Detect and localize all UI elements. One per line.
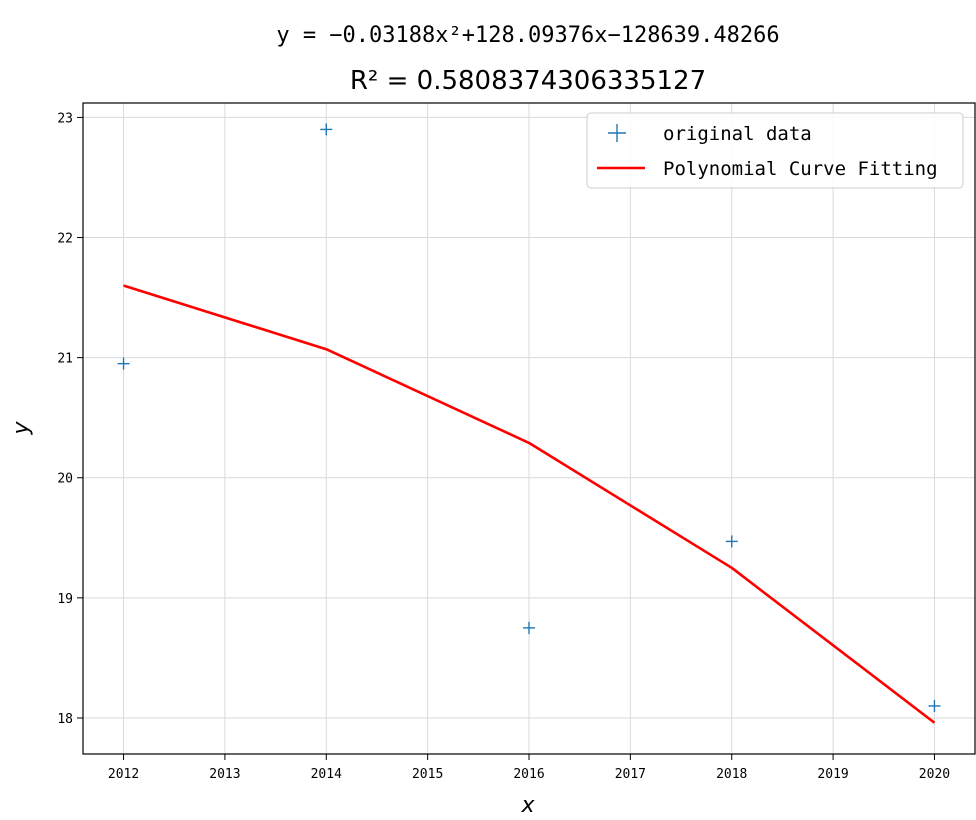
x-tick-label: 2019: [817, 767, 848, 782]
data-point: [725, 535, 738, 548]
y-tick-label: 22: [57, 232, 73, 247]
ticks: 2012 2013 2014 2015 2016 2017 2018 2019 2020 18 19…: [57, 111, 950, 782]
x-axis-label: x: [520, 793, 535, 818]
x-tick-label: 2020: [919, 767, 950, 782]
legend-box: [586, 112, 964, 189]
y-tick-label: 19: [57, 592, 73, 607]
y-tick-label: 23: [57, 111, 73, 126]
y-axis-label: y: [9, 421, 34, 436]
chart-title-r2: R² = 0.5808374306335127: [350, 66, 706, 96]
chart-title-equation: y = −0.03188x²+128.09376x−128639.48266: [276, 23, 779, 48]
grid: [83, 103, 975, 754]
data-point: [320, 123, 333, 136]
y-tick-label: 18: [57, 712, 73, 727]
data-point: [928, 699, 941, 712]
legend-label-original-data: original data: [663, 123, 812, 145]
legend: original data Polynomial Curve Fitting: [586, 112, 964, 189]
polynomial-fit-line: [123, 284, 936, 724]
y-tick-label: 20: [57, 472, 73, 487]
x-tick-label: 2014: [311, 767, 342, 782]
series-layer: [117, 123, 941, 724]
x-tick-label: 2018: [716, 767, 747, 782]
x-tick-label: 2016: [513, 767, 544, 782]
legend-marker-original-data: [608, 124, 626, 142]
legend-label-polynomial-fit: Polynomial Curve Fitting: [663, 158, 938, 180]
x-tick-label: 2015: [412, 767, 443, 782]
data-point: [523, 621, 535, 634]
data-point: [117, 357, 130, 370]
x-tick-label: 2013: [209, 767, 240, 782]
x-tick-label: 2012: [108, 767, 139, 782]
x-tick-label: 2017: [615, 767, 646, 782]
y-tick-label: 21: [57, 352, 73, 367]
